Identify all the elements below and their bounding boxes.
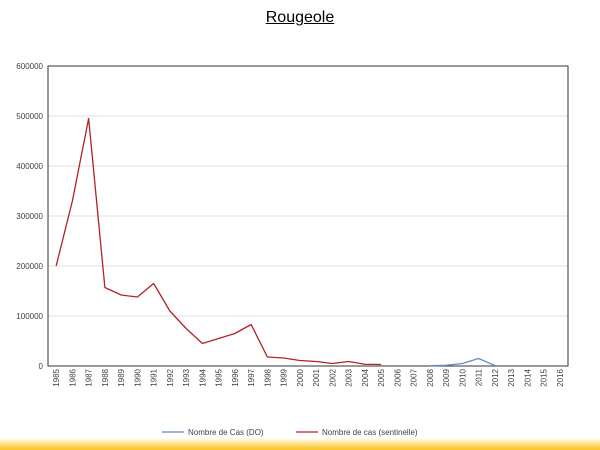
x-tick-label: 2015 — [540, 368, 549, 386]
x-tick-label: 1992 — [166, 368, 175, 386]
series-line-0 — [429, 357, 496, 367]
x-tick-label: 2011 — [475, 368, 484, 386]
x-tick-label: 1986 — [68, 368, 77, 386]
x-tick-label: 2007 — [410, 368, 419, 386]
x-tick-label: 1996 — [231, 368, 240, 386]
x-tick-label: 2003 — [345, 368, 354, 386]
x-axis-ticks: 1985 1986 1987 1988 1989 1990 1991 1992 1993 1994… — [52, 368, 565, 386]
x-tick-label: 1993 — [182, 368, 191, 386]
x-tick-label: 2014 — [523, 368, 532, 386]
x-tick-label: 2006 — [393, 368, 402, 386]
x-tick-label: 1998 — [263, 368, 272, 386]
x-tick-label: 1987 — [85, 368, 94, 386]
x-tick-label: 2009 — [442, 368, 451, 386]
y-tick-label: 0 — [39, 362, 44, 371]
y-tick-label: 300000 — [16, 212, 43, 221]
x-tick-label: 2000 — [296, 368, 305, 386]
y-tick-label: 500000 — [16, 112, 43, 121]
x-tick-label: 2016 — [556, 368, 565, 386]
series-lines — [55, 117, 496, 367]
y-axis-ticks: 0 100000 200000 300000 400000 500000 600000 — [16, 62, 43, 371]
x-tick-label: 2005 — [377, 368, 386, 386]
x-tick-label: 2010 — [458, 368, 467, 386]
x-tick-label: 1990 — [133, 368, 142, 386]
chart-title: Rougeole — [265, 9, 335, 26]
x-tick-label: 2004 — [361, 368, 370, 386]
x-tick-label: 2013 — [507, 368, 516, 386]
x-tick-label: 1997 — [247, 368, 256, 386]
decorative-bottom-bar — [0, 438, 600, 450]
x-tick-label: 1989 — [117, 368, 126, 386]
x-tick-label: 2001 — [312, 368, 321, 386]
y-tick-label: 400000 — [16, 162, 43, 171]
x-tick-label: 2002 — [328, 368, 337, 386]
y-tick-label: 200000 — [16, 262, 43, 271]
plot-area-border — [47, 65, 569, 367]
legend-label-1: Nombre de cas (sentinelle) — [322, 428, 418, 437]
legend-label-0: Nombre de Cas (DO) — [188, 428, 264, 437]
x-tick-label: 2008 — [426, 368, 435, 386]
series-line-1 — [55, 117, 382, 366]
x-tick-label: 1991 — [150, 368, 159, 386]
y-tick-label: 100000 — [16, 312, 43, 321]
x-tick-label: 1999 — [280, 368, 289, 386]
gridlines — [48, 115, 568, 317]
x-tick-label: 1995 — [215, 368, 224, 386]
x-tick-label: 2012 — [491, 368, 500, 386]
x-tick-label: 1994 — [198, 368, 207, 386]
x-tick-label: 1988 — [101, 368, 110, 386]
y-tick-label: 600000 — [16, 62, 43, 71]
x-tick-label: 1985 — [52, 368, 61, 386]
legend: Nombre de Cas (DO) Nombre de cas (sentine… — [162, 428, 418, 437]
